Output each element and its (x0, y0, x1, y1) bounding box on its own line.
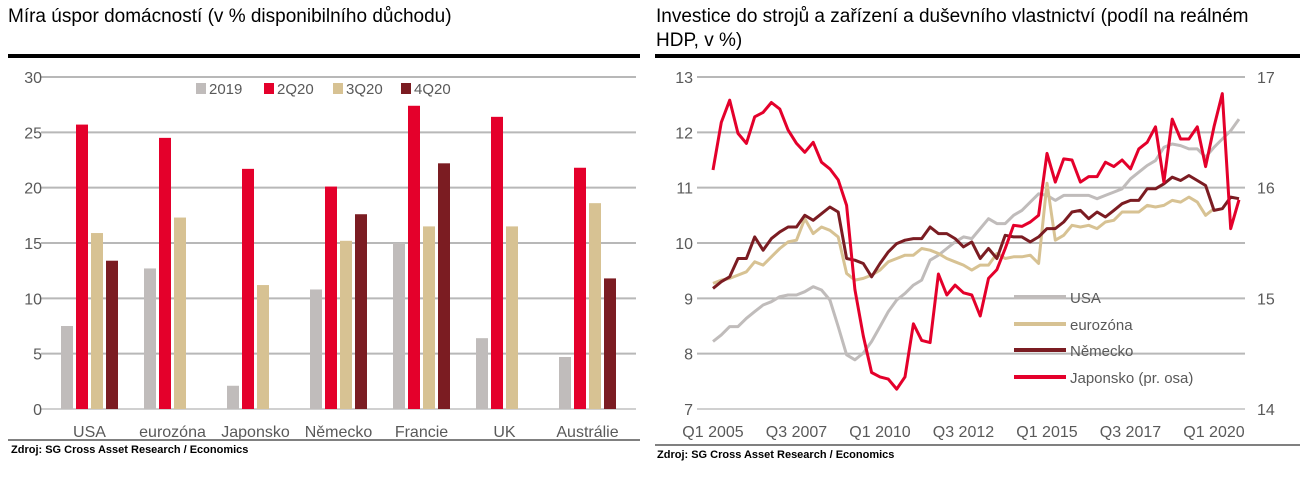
y-tick-label: 10 (675, 236, 693, 253)
bar-2019-japonsko (227, 385, 239, 409)
left-source-note: Zdroj: SG Cross Asset Research / Economi… (11, 444, 249, 456)
x-tick-label: eurozóna (139, 424, 206, 440)
bar-3q20-francie (423, 226, 435, 409)
investment-line-chart: 7 8 9 10 11 12 13 14 15 16 17 Q1 2005 Q3 2007 Q1 20… (675, 70, 1275, 441)
bar-4q20-francie (438, 163, 450, 409)
x-tick-label: Q1 2015 (1016, 424, 1077, 441)
series-line-japonsko (711, 92, 1241, 391)
x-tick-label: UK (493, 424, 516, 440)
bar-4q20-německo (355, 214, 367, 409)
y-tick-label: 13 (675, 70, 693, 87)
x-tick-label: Japonsko (221, 424, 290, 440)
bar-3q20-eurozóna (174, 217, 186, 409)
legend-label: 2019 (209, 81, 242, 98)
series-line-usa (712, 118, 1241, 362)
x-tick-label: Q3 2007 (766, 424, 827, 441)
bar-2q20-usa (76, 124, 88, 409)
legend-swatch-3q20 (333, 83, 343, 94)
y-tick-label: 5 (33, 347, 42, 364)
y-tick-label: 0 (33, 402, 42, 419)
y2-tick-label: 16 (1257, 181, 1275, 198)
y-tick-label: 12 (675, 125, 693, 142)
legend-label: 2Q20 (277, 81, 314, 98)
legend-label: 3Q20 (346, 81, 383, 98)
x-tick-label: Francie (395, 424, 448, 440)
y-tick-label: 25 (24, 125, 42, 142)
x-tick-label: Q1 2010 (849, 424, 910, 441)
legend-label: Japonsko (pr. osa) (1070, 370, 1193, 387)
y-tick-label: 8 (684, 347, 693, 364)
x-tick-label: Q1 2005 (682, 424, 743, 441)
y-tick-label: 11 (676, 181, 693, 198)
bar-2019-eurozóna (144, 268, 156, 409)
x-tick-label: Austrálie (556, 424, 618, 440)
x-tick-label: Q3 2017 (1100, 424, 1161, 441)
y2-tick-label: 17 (1257, 70, 1275, 87)
left-chart-title: Míra úspor domácností (v % disponibilníh… (8, 6, 452, 27)
y-tick-label: 7 (684, 402, 693, 419)
legend-label: 4Q20 (414, 81, 451, 98)
bar-2019-usa (61, 326, 73, 409)
y2-tick-label: 15 (1257, 291, 1275, 308)
y-tick-label: 9 (684, 291, 693, 308)
series-line-německo (712, 174, 1240, 290)
bar-3q20-austrálie (589, 203, 601, 409)
bar-4q20-usa (106, 260, 118, 409)
y-tick-label: 30 (24, 70, 42, 87)
series-line-eurozóna (712, 181, 1215, 285)
bar-3q20-německo (340, 240, 352, 409)
y2-tick-label: 14 (1257, 402, 1275, 419)
legend-label: USA (1070, 290, 1101, 307)
x-tick-label: Německo (305, 424, 373, 440)
bar-4q20-austrálie (604, 278, 616, 409)
x-tick-label: Q1 2020 (1183, 424, 1244, 441)
bar-2q20-austrálie (574, 167, 586, 409)
legend-swatch-2q20 (264, 83, 274, 94)
right-title-rule (655, 54, 1300, 58)
right-footer-rule (655, 444, 1300, 446)
bar-3q20-uk (506, 226, 518, 409)
legend-swatch-4q20 (401, 83, 411, 94)
legend-label: eurozóna (1070, 317, 1133, 334)
bar-3q20-japonsko (257, 285, 269, 409)
bar-2q20-německo (325, 186, 337, 409)
left-title-rule (8, 54, 640, 58)
bar-2019-francie (393, 243, 405, 409)
y-tick-label: 15 (24, 236, 42, 253)
bar-2019-austrálie (559, 356, 571, 409)
y-tick-label: 20 (24, 181, 42, 198)
legend-label: Německo (1070, 343, 1133, 360)
bar-2q20-uk (491, 116, 503, 409)
left-footer-rule (8, 439, 640, 441)
bar-2q20-eurozóna (159, 137, 171, 409)
right-source-note: Zdroj: SG Cross Asset Research / Economi… (657, 449, 895, 461)
savings-rate-bar-chart: 0 5 10 15 20 25 30 USA eurozóna Japonsko Německo F… (24, 70, 636, 440)
bar-2019-německo (310, 289, 322, 409)
right-chart-title: Investice do strojů a zařízení a duševní… (656, 6, 1249, 51)
bar-3q20-usa (91, 233, 103, 409)
x-tick-label: Q3 2012 (933, 424, 994, 441)
bar-2q20-francie (408, 105, 420, 410)
bar-2019-uk (476, 338, 488, 409)
x-tick-label: USA (73, 424, 106, 440)
bar-2q20-japonsko (242, 168, 254, 409)
legend-swatch-2019 (196, 83, 206, 94)
y-tick-label: 10 (24, 291, 42, 308)
